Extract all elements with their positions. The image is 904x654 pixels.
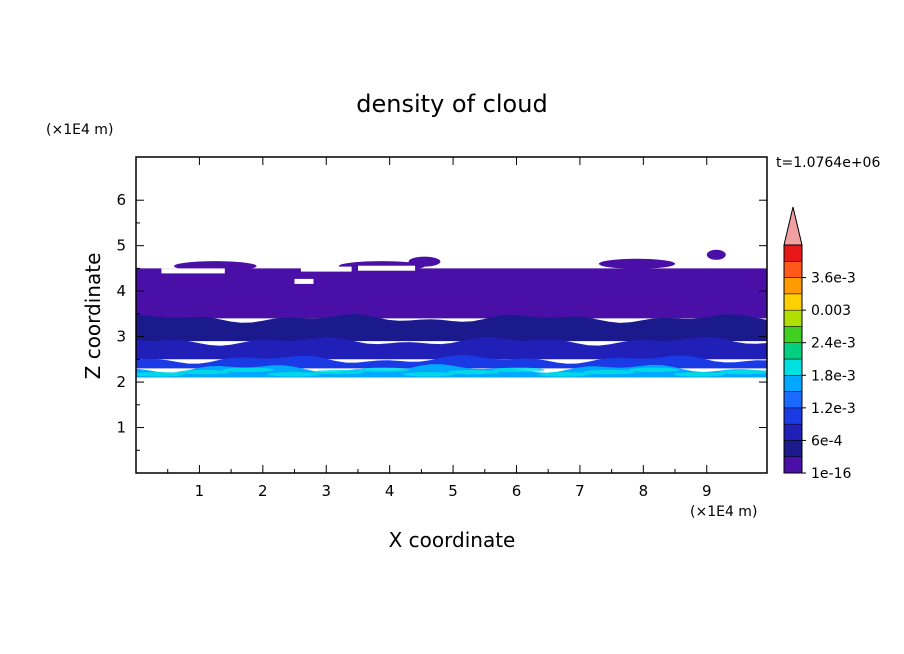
y-tick-label: 4: [116, 282, 126, 300]
cloud-streak: [136, 372, 185, 377]
colorbar-label: 6e-4: [811, 433, 843, 449]
cloud-band: [136, 355, 767, 369]
colorbar-swatch: [783, 342, 803, 360]
colorbar: 1e-16 6e-4 1.2e-3 1.8e-3 2.4e-3 0.003 3.6e-3: [783, 206, 856, 482]
cloud-gap: [358, 265, 416, 271]
cloud-gap: [294, 278, 314, 284]
cloud-patch: [408, 256, 441, 267]
colorbar-swatch: [783, 375, 803, 392]
cloud-patch: [706, 249, 726, 260]
colorbar-label: 0.003: [811, 303, 851, 319]
colorbar-swatch: [783, 309, 803, 327]
y-tick-label: 3: [116, 328, 126, 346]
x-tick-label: 5: [448, 482, 458, 500]
cloud-streak: [718, 369, 767, 375]
y-tick-label: 1: [116, 419, 126, 437]
x-axis: 1 2 3 4 5 6 7 8 9: [167, 157, 712, 500]
cloud-streak: [447, 369, 500, 375]
colorbar-swatch: [783, 261, 803, 278]
cloud-streak: [537, 372, 590, 377]
cloud-band: [136, 314, 767, 342]
cloud-gap: [161, 268, 225, 274]
colorbar-swatch: [783, 391, 803, 409]
y-tick-label: 2: [116, 373, 126, 391]
x-unit-label: (×1E4 m): [690, 504, 757, 520]
plot-area: [136, 249, 767, 378]
colorbar-label: 3.6e-3: [811, 271, 856, 287]
cloud-streak: [402, 372, 455, 377]
y-tick-label: 5: [116, 237, 126, 255]
colorbar-overflow-arrow: [783, 206, 803, 246]
x-tick-label: 8: [639, 482, 649, 500]
x-axis-label: X coordinate: [389, 528, 516, 552]
y-axis-label: Z coordinate: [81, 253, 105, 380]
y-tick-label: 6: [116, 191, 126, 209]
cloud-patch: [598, 258, 676, 269]
y-unit-label: (×1E4 m): [46, 122, 113, 138]
colorbar-label: 2.4e-3: [811, 336, 856, 352]
chart-title: density of cloud: [356, 90, 547, 118]
x-tick-label: 6: [512, 482, 522, 500]
x-tick-label: 7: [575, 482, 585, 500]
colorbar-label: 1.8e-3: [811, 368, 856, 384]
cloud-streak: [177, 369, 230, 375]
colorbar-swatch: [783, 277, 803, 295]
colorbar-label: 1.2e-3: [811, 401, 856, 417]
cloud-band: [136, 268, 767, 319]
colorbar-swatch: [783, 293, 803, 311]
cloud-band: [136, 336, 767, 360]
x-tick-label: 3: [321, 482, 331, 500]
colorbar-swatch: [783, 326, 803, 343]
colorbar-swatch: [783, 423, 803, 441]
cloud-streak: [492, 367, 545, 372]
colorbar-swatch: [783, 244, 803, 262]
plot-frame: [135, 156, 768, 474]
colorbar-swatch: [783, 440, 803, 457]
colorbar-swatch: [783, 407, 803, 425]
cloud-gap: [300, 266, 352, 272]
y-axis: 1 2 3 4 5 6: [116, 191, 767, 451]
time-label: t=1.0764e+06: [776, 155, 880, 171]
colorbar-swatch: [783, 456, 803, 474]
cloud-streak: [222, 367, 275, 372]
cloud-streak: [312, 369, 365, 375]
cloud-streak: [267, 372, 320, 377]
cloud-streak: [357, 367, 410, 372]
colorbar-swatch: [783, 358, 803, 376]
cloud-streak: [628, 367, 680, 372]
cloud-streak: [582, 369, 635, 375]
colorbar-label: 1e-16: [811, 466, 851, 482]
x-tick-label: 4: [385, 482, 395, 500]
cloud-streak: [673, 372, 726, 377]
colorbar-frame: [783, 244, 803, 474]
x-tick-label: 2: [258, 482, 268, 500]
x-tick-label: 9: [702, 482, 712, 500]
x-tick-label: 1: [195, 482, 205, 500]
